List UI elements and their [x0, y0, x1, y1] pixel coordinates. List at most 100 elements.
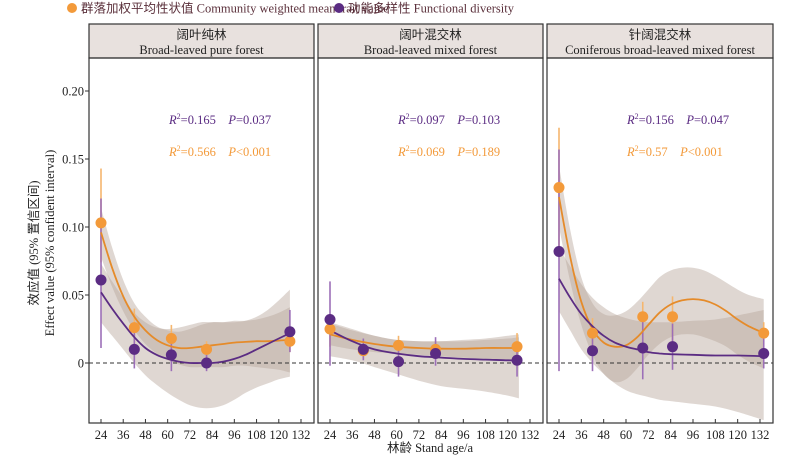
superscript-2: 2: [635, 144, 639, 153]
x-tick-label: 96: [457, 428, 470, 442]
x-tick-label: 48: [368, 428, 381, 442]
panel-title-cn: 针阔混交林: [629, 27, 692, 42]
r-squared-symbol: R: [168, 145, 177, 159]
x-tick-label: 84: [435, 428, 448, 442]
superscript-2: 2: [635, 112, 639, 121]
x-tick-label: 84: [664, 428, 677, 442]
cwm-point: [553, 182, 565, 194]
r-squared-value: =0.566: [181, 145, 229, 159]
x-tick-label: 120: [728, 428, 747, 442]
r-squared-value: =0.57: [639, 145, 680, 159]
cwm-confidence-band: [559, 165, 764, 383]
fd-point: [128, 343, 140, 355]
legend-cwm-label: 群落加权平均性状值 Community weighted mean trait …: [81, 1, 389, 16]
cwm-point: [393, 339, 405, 351]
cwm-point: [511, 341, 523, 353]
panel-header: [317, 23, 544, 59]
p-symbol: P: [685, 113, 694, 127]
x-tick-label: 96: [228, 428, 241, 442]
fd-confidence-band: [330, 322, 519, 399]
p-value: =0.047: [694, 113, 729, 127]
legend-fd-label: 功能多样性 Functional diversity: [348, 1, 515, 16]
r-squared-value: =0.069: [410, 145, 458, 159]
y-tick-label: 0.05: [62, 289, 84, 303]
fd-stats-text: R2=0.097 P=0.103: [397, 112, 500, 127]
r-squared-symbol: R: [168, 113, 177, 127]
cwm-confidence-band: [101, 208, 290, 373]
y-axis-title-en: Effect value (95% confident interval): [43, 150, 57, 337]
plot-frame: [317, 57, 544, 424]
p-value: <0.001: [236, 145, 271, 159]
cwm-point: [667, 311, 679, 323]
p-symbol: P: [227, 145, 236, 159]
cwm-point: [284, 335, 296, 347]
x-tick-label: 120: [269, 428, 288, 442]
panel-title-en: Broad-leaved pure forest: [139, 43, 264, 57]
r-squared-value: =0.165: [181, 113, 229, 127]
x-tick-label: 36: [346, 428, 359, 442]
y-axis-title-cn: 效应值 (95% 置信区间): [26, 181, 41, 306]
x-tick-label: 36: [575, 428, 588, 442]
r-squared-symbol: R: [397, 113, 406, 127]
x-axis-title: 林龄 Stand age/a: [387, 441, 474, 455]
x-tick-label: 84: [206, 428, 219, 442]
y-tick-labels: 0 0.05 0.10 0.15 0.20: [62, 85, 84, 371]
fd-point: [430, 347, 442, 359]
r-squared-symbol: R: [626, 145, 635, 159]
x-tick-label: 48: [139, 428, 152, 442]
fd-point: [758, 347, 770, 359]
fd-point: [637, 342, 649, 354]
cwm-stats-text: R2=0.069 P=0.189: [397, 144, 500, 159]
cwm-point: [637, 311, 649, 323]
panel-header: [88, 23, 315, 59]
x-tick-label: 60: [620, 428, 633, 442]
panel-title-cn: 阔叶混交林: [399, 27, 462, 42]
y-axis-title: 效应值 (95% 置信区间) Effect value (95% confide…: [26, 150, 57, 337]
x-tick-label: 72: [642, 428, 655, 442]
x-tick-label: 132: [751, 428, 770, 442]
fd-point: [667, 341, 679, 353]
cwm-point: [128, 322, 140, 334]
cwm-point: [165, 333, 177, 345]
x-tick-label: 108: [476, 428, 495, 442]
p-symbol: P: [456, 145, 465, 159]
superscript-2: 2: [406, 144, 410, 153]
cwm-point: [95, 217, 107, 229]
fd-point: [393, 356, 405, 368]
fd-point: [201, 357, 213, 369]
plot-area: [318, 281, 543, 399]
cwm-point: [201, 343, 213, 355]
r-squared-value: =0.097: [410, 113, 458, 127]
fd-stats-text: R2=0.165 P=0.037: [168, 112, 271, 127]
cwm-point: [324, 323, 336, 335]
panel-header: [546, 23, 774, 59]
x-tick-label: 120: [498, 428, 517, 442]
x-tick-label: 96: [687, 428, 700, 442]
fd-point: [284, 326, 296, 338]
fd-stats-text: R2=0.156 P=0.047: [626, 112, 729, 127]
x-tick-label: 108: [706, 428, 725, 442]
superscript-2: 2: [177, 112, 181, 121]
plot-frame: [88, 57, 315, 424]
cwm-stats-text: R2=0.566 P<0.001: [168, 144, 271, 159]
y-tick-label: 0.10: [62, 221, 84, 235]
x-tick-label: 36: [117, 428, 130, 442]
fd-point: [165, 349, 177, 361]
p-symbol: P: [456, 113, 465, 127]
y-tick-label: 0: [78, 357, 84, 371]
plot-area: [89, 168, 314, 409]
panel-title-en: Coniferous broad-leaved mixed forest: [565, 43, 755, 57]
fd-fit-line: [100, 291, 291, 364]
x-tick-label: 60: [390, 428, 403, 442]
x-tick-label: 24: [95, 428, 108, 442]
x-tick-label: 72: [413, 428, 426, 442]
legend-cwm-marker: [67, 3, 77, 13]
cwm-fit-line: [329, 333, 519, 350]
fd-point: [95, 274, 107, 286]
x-tick-label: 60: [161, 428, 174, 442]
y-tick-label: 0.15: [62, 153, 84, 167]
p-value: =0.189: [465, 145, 500, 159]
